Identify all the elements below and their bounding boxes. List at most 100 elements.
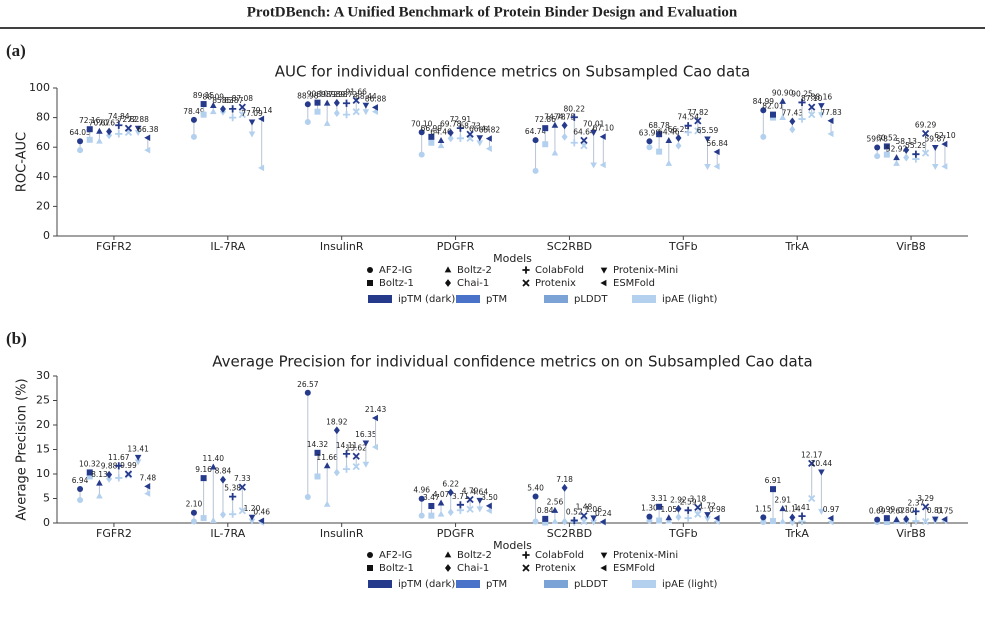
legend-swatch <box>368 580 392 588</box>
value-label: 72.16 <box>79 116 101 125</box>
value-label: 77.43 <box>782 108 804 117</box>
min-marker <box>485 145 492 152</box>
value-label: 7.48 <box>139 473 156 482</box>
max-marker <box>418 129 425 136</box>
min-marker <box>684 514 692 522</box>
value-label: 1.72 <box>699 502 716 511</box>
value-label: 64.46 <box>430 128 452 137</box>
value-label: 74.84 <box>108 112 130 121</box>
legend-label: Boltz-1 <box>379 278 414 289</box>
legend-swatch <box>632 580 656 588</box>
min-marker <box>190 133 197 140</box>
legend-marker <box>600 279 607 287</box>
legend-label: pTM <box>486 579 507 590</box>
min-marker <box>561 132 568 141</box>
max-marker <box>561 121 568 130</box>
max-marker <box>200 475 207 482</box>
max-marker <box>77 138 84 145</box>
min-marker <box>115 474 123 482</box>
value-label: 11.66 <box>316 453 338 462</box>
min-marker <box>258 164 265 172</box>
value-label: 9.16 <box>195 465 212 474</box>
x-tick-label: InsulinR <box>320 527 364 540</box>
min-marker <box>694 510 702 518</box>
value-label: 14.32 <box>307 440 329 449</box>
legend-label: pLDDT <box>574 579 608 590</box>
y-axis-label: ROC-AUC <box>15 132 30 192</box>
value-label: 0.52 <box>566 507 583 516</box>
min-marker <box>106 475 113 483</box>
max-marker <box>447 488 454 497</box>
max-marker <box>883 143 890 150</box>
legend-marker <box>367 280 373 286</box>
value-label: 3.29 <box>917 494 934 503</box>
max-marker <box>789 513 796 522</box>
y-tick-label: 100 <box>29 81 50 94</box>
legend-label: Protenix-Mini <box>613 265 678 276</box>
value-label: 64.46 <box>658 128 680 137</box>
max-marker <box>428 502 435 509</box>
max-marker <box>96 479 103 486</box>
max-marker <box>190 509 197 516</box>
min-marker <box>818 508 825 515</box>
min-marker <box>789 518 796 526</box>
max-marker <box>96 127 103 134</box>
min-marker <box>333 468 340 477</box>
max-marker <box>456 124 465 132</box>
min-marker <box>418 512 425 519</box>
min-marker <box>456 134 465 142</box>
max-marker <box>893 516 900 523</box>
max-marker <box>314 99 321 106</box>
value-label: 0.99 <box>879 505 896 514</box>
value-label: 85.83 <box>212 96 234 105</box>
value-label: 3.18 <box>689 494 706 503</box>
min-marker <box>248 131 256 138</box>
min-marker <box>200 515 207 522</box>
value-label: 59.87 <box>925 134 947 143</box>
min-marker <box>769 518 776 525</box>
value-label: 72.88 <box>127 115 149 124</box>
min-marker <box>371 443 378 451</box>
max-marker <box>323 462 331 469</box>
max-marker <box>362 440 370 447</box>
max-marker <box>238 483 246 491</box>
y-tick-label: 5 <box>43 492 50 505</box>
value-label: 6.91 <box>765 476 782 485</box>
max-marker <box>599 133 606 140</box>
y-tick-label: 20 <box>36 199 50 212</box>
max-marker <box>779 505 786 512</box>
min-marker <box>144 490 151 497</box>
legend-label: Chai-1 <box>457 563 489 574</box>
max-marker <box>86 469 93 476</box>
max-marker <box>656 131 663 138</box>
max-marker <box>428 133 435 140</box>
x-tick-label: PDGFR <box>437 240 475 253</box>
min-marker <box>921 517 930 526</box>
max-marker <box>238 103 246 111</box>
x-tick-label: TrkA <box>784 527 809 540</box>
max-marker <box>134 125 142 132</box>
y-tick-label: 25 <box>36 394 50 407</box>
max-marker <box>304 389 311 396</box>
legend-swatch <box>632 295 656 303</box>
max-marker <box>342 99 351 107</box>
min-marker <box>77 147 84 154</box>
min-marker <box>818 112 825 119</box>
value-label: 0.97 <box>823 505 840 514</box>
legend-label: ipAE (light) <box>662 579 718 590</box>
value-label: 9.99 <box>120 461 137 470</box>
value-label: 7.18 <box>556 475 573 484</box>
x-tick-label: IL-7RA <box>210 240 245 253</box>
max-marker <box>437 499 445 506</box>
legend-label: pTM <box>486 294 507 305</box>
max-marker <box>646 138 653 145</box>
max-marker <box>342 450 351 458</box>
max-marker <box>476 135 484 142</box>
min-marker <box>599 161 606 169</box>
legend-swatch <box>456 580 480 588</box>
value-label: 68.78 <box>648 121 670 130</box>
value-label: 0.84 <box>537 506 554 515</box>
max-marker <box>808 103 816 111</box>
max-marker <box>115 462 123 470</box>
